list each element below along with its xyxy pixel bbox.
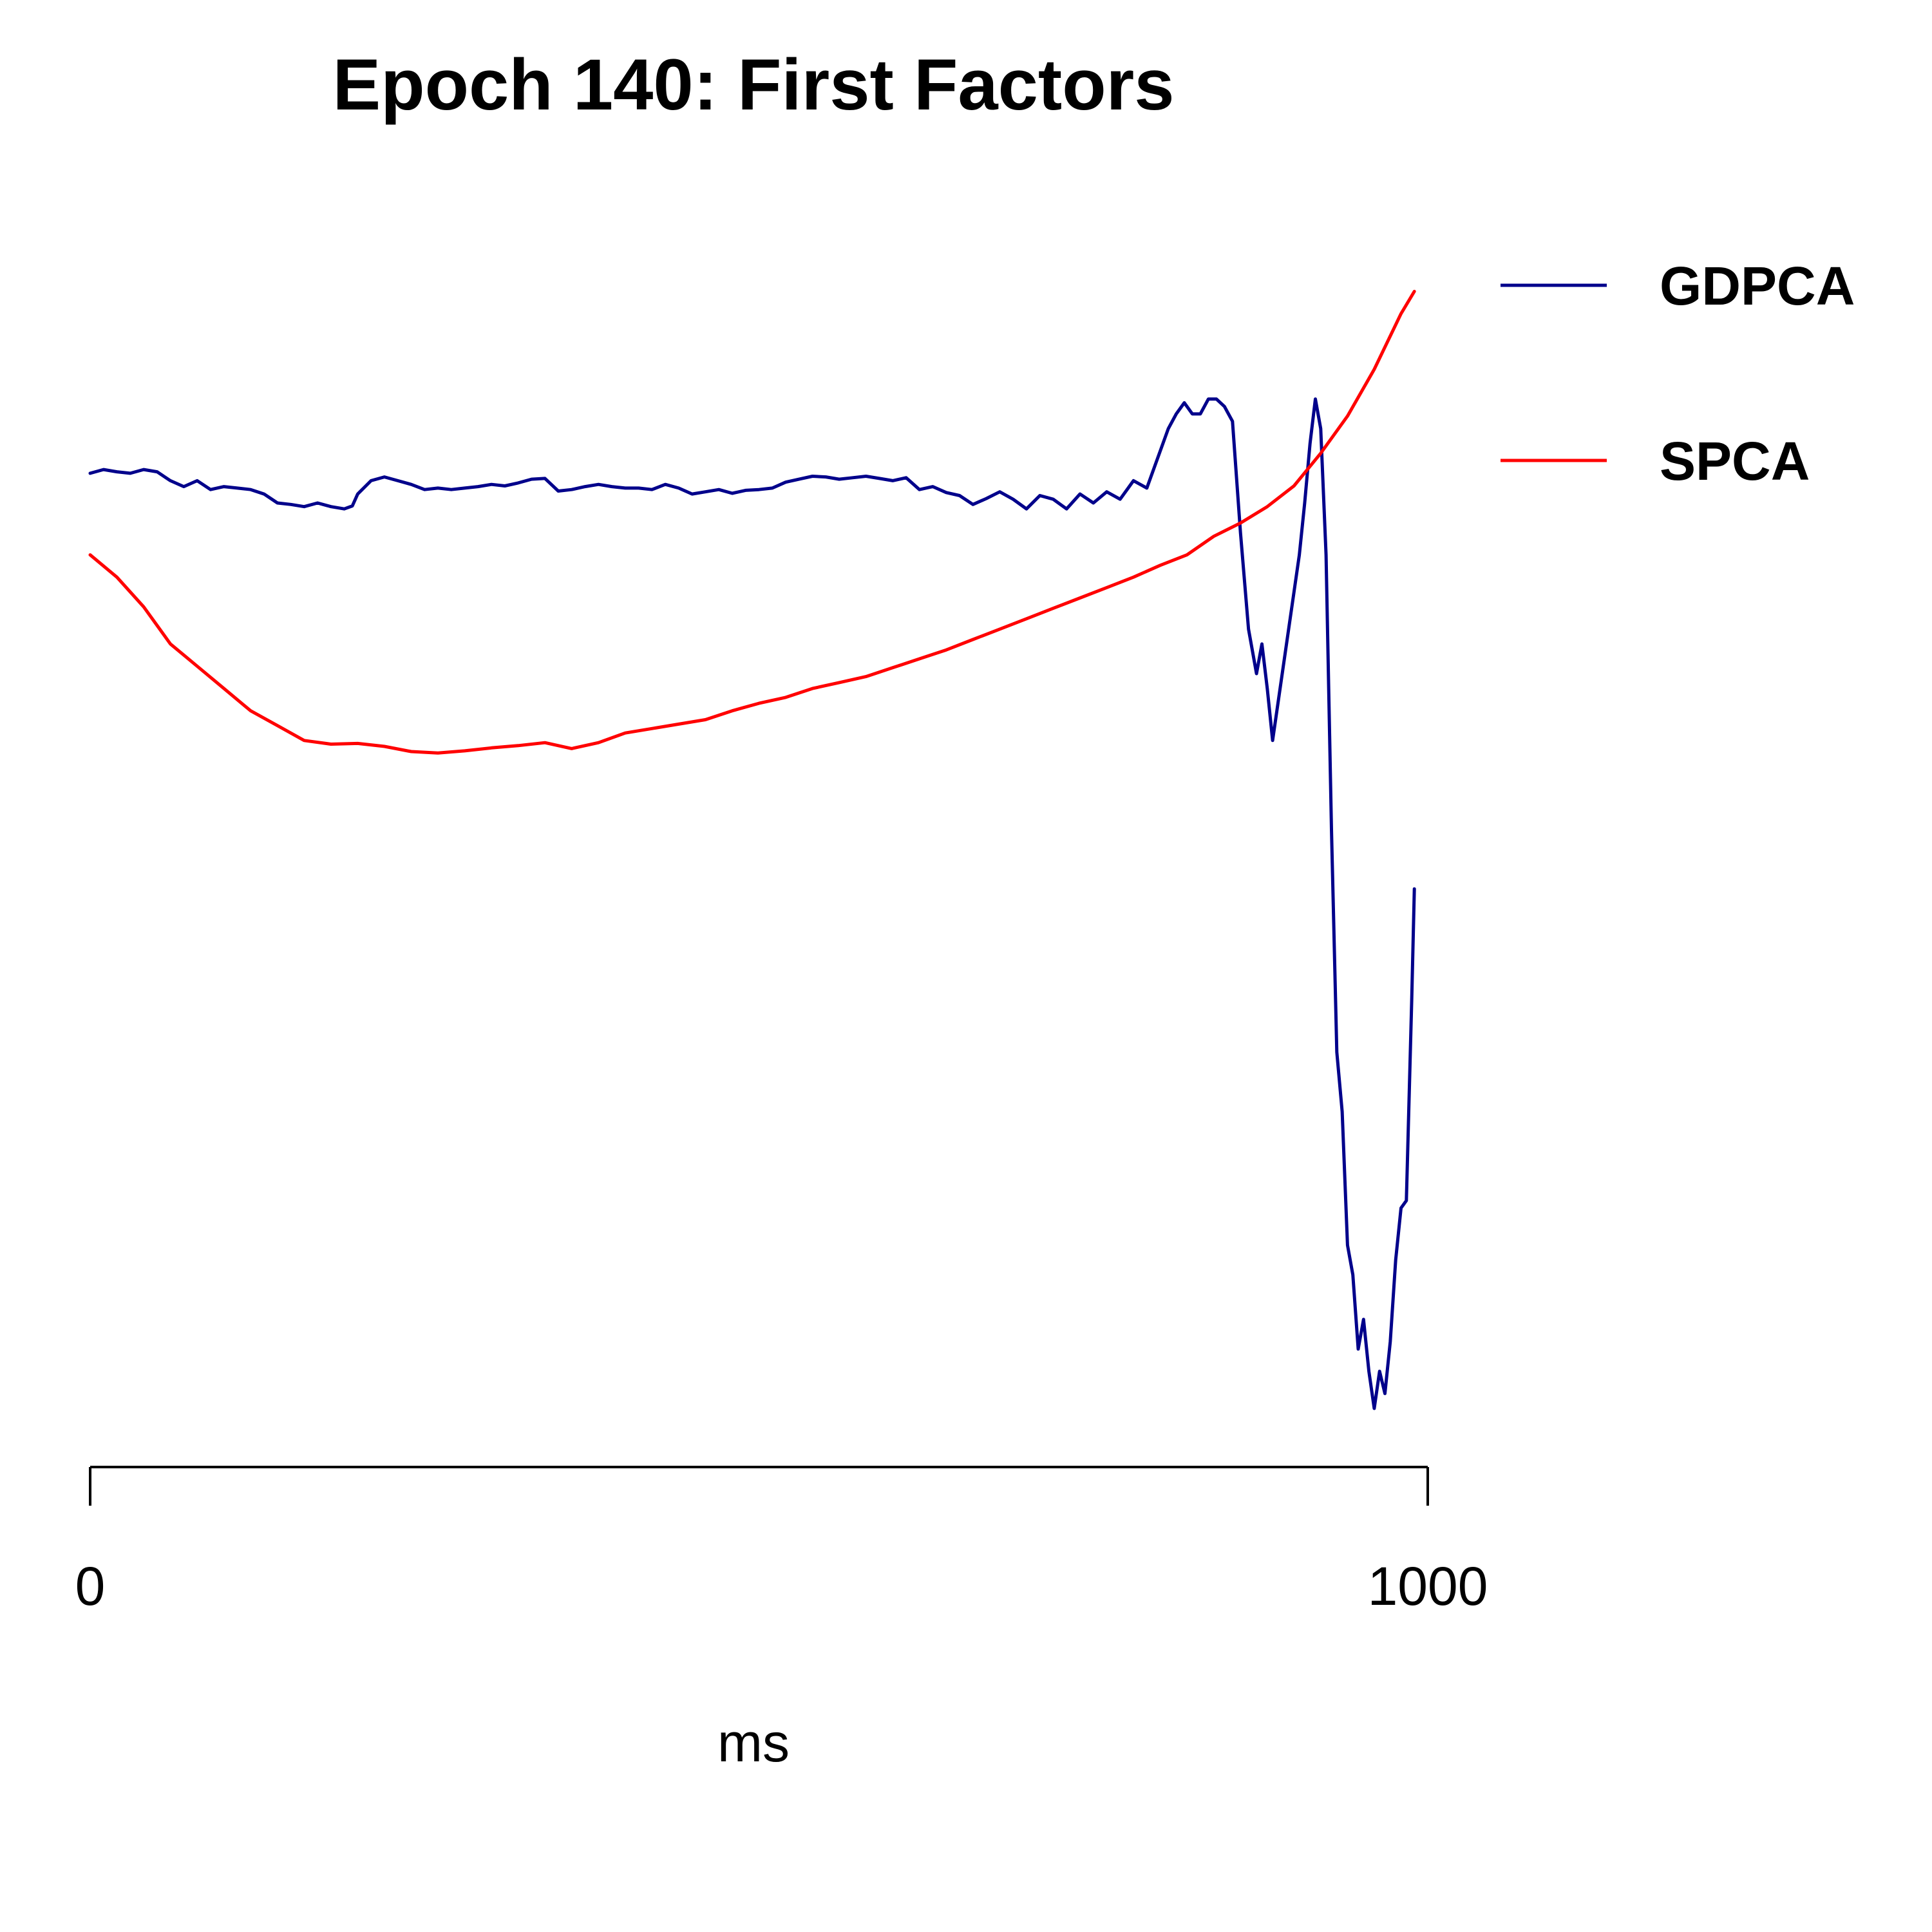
series-line-gdpca [88,397,1416,1410]
x-axis-title: ms [717,1712,790,1773]
chart-title: Epoch 140: First Factors [332,44,1174,125]
series-layer [88,290,1416,1410]
series-line-spca [88,290,1416,755]
x-tick-label-end: 1000 [1368,1556,1488,1616]
legend-label-spca: SPCA [1660,431,1810,491]
x-tick-label-start: 0 [75,1556,106,1616]
legend: GDPCA SPCA [1501,256,1855,491]
legend-label-gdpca: GDPCA [1660,256,1855,316]
